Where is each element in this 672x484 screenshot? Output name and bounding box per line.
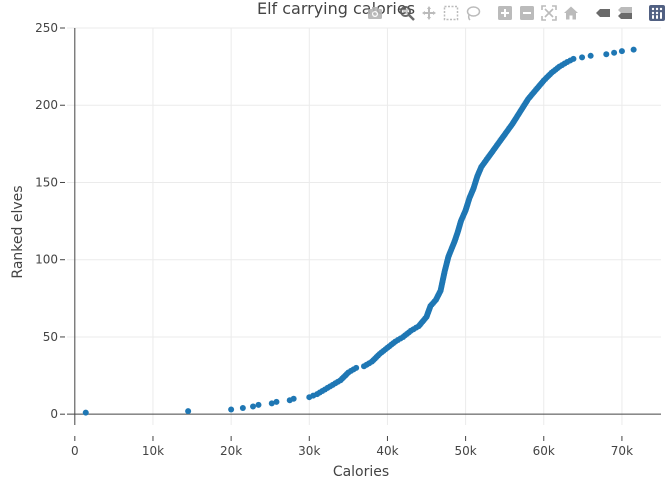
y-tick-label: 50 bbox=[43, 330, 58, 344]
data-point[interactable] bbox=[268, 400, 275, 407]
data-point[interactable] bbox=[630, 46, 637, 53]
y-tick-label: 0 bbox=[50, 407, 58, 421]
x-tick-label: 70k bbox=[611, 444, 633, 458]
y-tick-label: 200 bbox=[35, 98, 58, 112]
modebar-group-view bbox=[494, 3, 582, 23]
x-tick-label: 50k bbox=[454, 444, 476, 458]
grid-lines bbox=[67, 27, 661, 425]
data-point[interactable] bbox=[250, 403, 257, 410]
modebar-group-hover bbox=[592, 3, 636, 23]
plotly-logo-icon[interactable] bbox=[646, 3, 668, 23]
axes bbox=[60, 27, 661, 441]
data-point[interactable] bbox=[618, 48, 625, 55]
data-point[interactable] bbox=[579, 54, 586, 61]
y-axis-label: Ranked elves bbox=[10, 185, 26, 278]
data-point[interactable] bbox=[353, 364, 360, 371]
data-point[interactable] bbox=[255, 401, 262, 408]
zoom-out-icon[interactable] bbox=[516, 3, 538, 23]
y-tick-label: 150 bbox=[35, 175, 58, 189]
zoom-icon[interactable] bbox=[396, 3, 418, 23]
modebar-group-drag bbox=[396, 3, 484, 23]
hover-compare-icon[interactable] bbox=[614, 3, 636, 23]
x-axis-label: Calories bbox=[333, 464, 389, 480]
data-point[interactable] bbox=[273, 398, 280, 405]
x-tick-label: 10k bbox=[142, 444, 164, 458]
x-tick-label: 0 bbox=[71, 444, 79, 458]
data-point[interactable] bbox=[228, 406, 235, 413]
y-tick-label: 250 bbox=[35, 21, 58, 35]
lasso-select-icon[interactable] bbox=[462, 3, 484, 23]
zoom-in-icon[interactable] bbox=[494, 3, 516, 23]
data-point[interactable] bbox=[587, 52, 594, 59]
modebar-group-export bbox=[364, 3, 386, 23]
y-tick-label: 100 bbox=[35, 253, 58, 267]
data-point[interactable] bbox=[239, 405, 246, 412]
autoscale-icon[interactable] bbox=[538, 3, 560, 23]
camera-icon[interactable] bbox=[364, 3, 386, 23]
box-select-icon[interactable] bbox=[440, 3, 462, 23]
data-point[interactable] bbox=[82, 409, 89, 416]
x-tick-label: 60k bbox=[533, 444, 555, 458]
x-tick-label: 30k bbox=[298, 444, 320, 458]
reset-axes-icon[interactable] bbox=[560, 3, 582, 23]
x-tick-label: 40k bbox=[376, 444, 398, 458]
data-point[interactable] bbox=[570, 55, 577, 62]
modebar bbox=[354, 3, 668, 23]
data-point[interactable] bbox=[611, 49, 618, 56]
data-point[interactable] bbox=[185, 408, 192, 415]
data-point[interactable] bbox=[290, 395, 297, 402]
data-point[interactable] bbox=[603, 51, 610, 58]
modebar-group-logo bbox=[646, 3, 668, 23]
pan-icon[interactable] bbox=[418, 3, 440, 23]
x-tick-label: 20k bbox=[220, 444, 242, 458]
spike-lines-icon[interactable] bbox=[592, 3, 614, 23]
data-points[interactable] bbox=[82, 46, 637, 416]
tick-labels: 0 10k 20k 30k 40k 50k 60k 70k 0 50 100 150 200 250 bbox=[35, 21, 633, 458]
